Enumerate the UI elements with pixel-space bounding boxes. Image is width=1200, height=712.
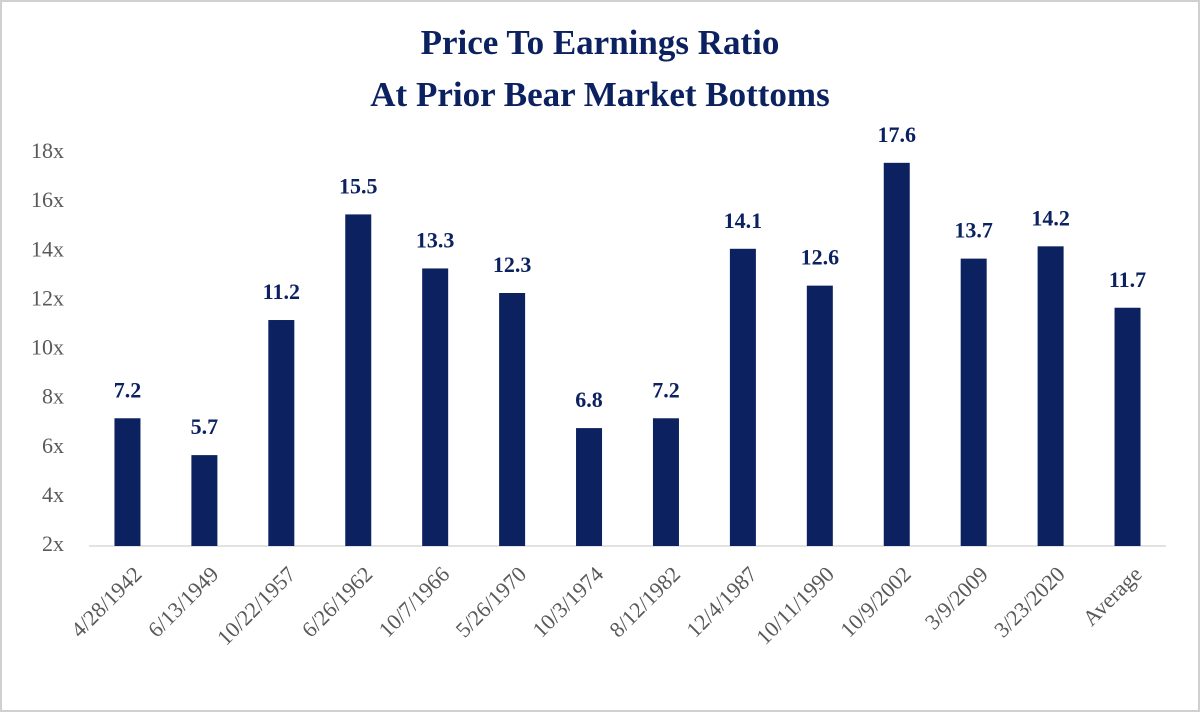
value-label: 5.7 — [191, 414, 219, 439]
bar — [345, 214, 372, 546]
value-label: 13.7 — [954, 218, 993, 243]
y-tick-label: 2x — [42, 531, 64, 556]
bar — [268, 320, 295, 546]
y-tick-label: 14x — [31, 236, 64, 261]
y-tick-label: 10x — [31, 335, 64, 360]
bar — [960, 258, 987, 546]
value-label: 17.6 — [878, 122, 917, 147]
y-tick-label: 4x — [42, 482, 64, 507]
bar — [422, 268, 449, 546]
value-label: 6.8 — [575, 387, 603, 412]
y-tick-label: 16x — [31, 187, 64, 212]
value-label: 14.1 — [724, 208, 763, 233]
y-tick-label: 8x — [42, 384, 64, 409]
bar — [729, 248, 756, 546]
bar — [191, 455, 218, 546]
value-label: 11.2 — [263, 279, 300, 304]
value-label: 7.2 — [114, 377, 142, 402]
bar — [576, 428, 603, 546]
value-label: 7.2 — [652, 377, 680, 402]
y-tick-label: 6x — [42, 433, 64, 458]
y-tick-label: 18x — [31, 138, 64, 163]
value-label: 12.3 — [493, 252, 532, 277]
bar — [883, 162, 910, 546]
value-label: 15.5 — [339, 173, 378, 198]
value-label: 14.2 — [1031, 205, 1070, 230]
bar — [499, 293, 526, 546]
bar — [114, 418, 141, 546]
bar — [1114, 307, 1141, 546]
bar — [806, 285, 833, 546]
bar — [1037, 246, 1064, 546]
bar — [652, 418, 679, 546]
value-label: 12.6 — [801, 245, 840, 270]
chart-title: Price To Earnings Ratio — [421, 23, 780, 62]
y-tick-label: 12x — [31, 285, 64, 310]
value-label: 11.7 — [1109, 267, 1146, 292]
value-label: 13.3 — [416, 227, 455, 252]
chart-title: At Prior Bear Market Bottoms — [370, 75, 829, 114]
